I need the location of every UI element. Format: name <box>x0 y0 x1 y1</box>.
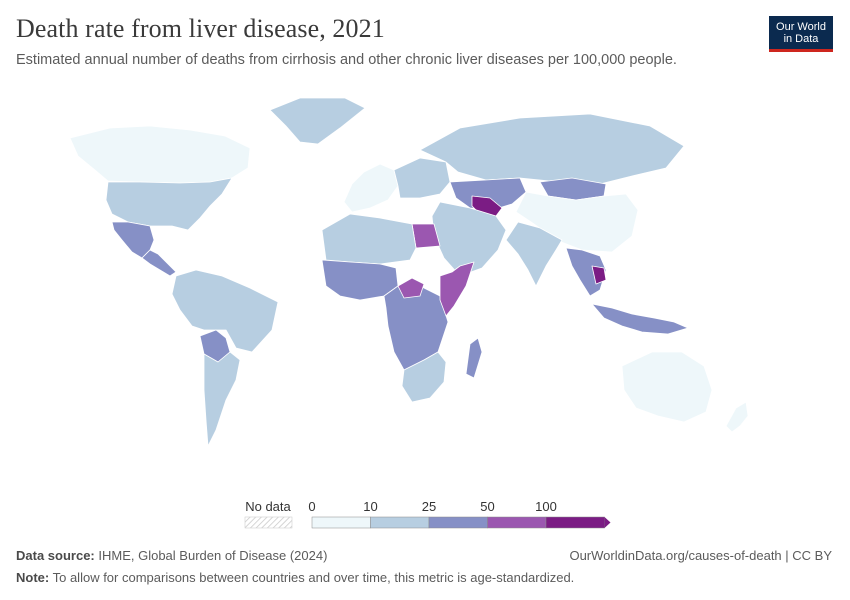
legend-bin-3[interactable] <box>487 516 547 529</box>
legend-arrow <box>604 517 611 528</box>
chart-title: Death rate from liver disease, 2021 <box>16 14 385 43</box>
region-south-america-north[interactable] <box>171 269 279 353</box>
region-south-america-south[interactable] <box>203 351 241 447</box>
legend-bin-0[interactable] <box>311 516 371 529</box>
legend-tick-4: 100 <box>535 499 557 514</box>
logo-line2: in Data <box>783 33 819 45</box>
region-western-europe[interactable] <box>343 163 399 213</box>
region-china[interactable] <box>515 191 639 253</box>
legend-bin-4[interactable] <box>545 516 605 529</box>
legend-no-data-swatch[interactable] <box>244 516 293 529</box>
note-text: To allow for comparisons between countri… <box>52 570 575 585</box>
region-eastern-europe[interactable] <box>393 157 451 199</box>
world-map <box>69 97 749 447</box>
region-greenland[interactable] <box>269 97 366 145</box>
region-somalia[interactable] <box>439 261 475 317</box>
region-southern-africa[interactable] <box>401 351 447 403</box>
region-indonesia[interactable] <box>591 303 689 335</box>
region-united-states[interactable] <box>105 177 233 231</box>
region-central-asia[interactable] <box>449 177 527 211</box>
region-india[interactable] <box>505 221 563 287</box>
region-cambodia[interactable] <box>591 265 607 285</box>
source-url[interactable]: OurWorldinData.org/causes-of-death | CC … <box>569 548 832 563</box>
legend-bin-2[interactable] <box>428 516 488 529</box>
region-madagascar[interactable] <box>465 337 483 379</box>
legend-tick-2: 25 <box>422 499 436 514</box>
map-legend: No data 0 10 25 50 100 <box>244 499 611 529</box>
note-label: Note: <box>16 570 50 585</box>
legend-bin-1[interactable] <box>370 516 430 529</box>
chart-subtitle: Estimated annual number of deaths from c… <box>16 52 677 68</box>
legend-tick-3: 50 <box>480 499 494 514</box>
legend-no-data-label: No data <box>245 499 291 514</box>
data-source-line: Data source: IHME, Global Burden of Dise… <box>16 548 327 563</box>
region-central-america[interactable] <box>141 249 177 277</box>
data-source-text[interactable]: IHME, Global Burden of Disease (2024) <box>98 548 328 563</box>
region-north-africa[interactable] <box>321 213 417 265</box>
note-line: Note: To allow for comparisons between c… <box>16 570 574 585</box>
region-australia[interactable] <box>621 351 713 423</box>
region-russia[interactable] <box>419 113 685 185</box>
owid-logo[interactable]: Our World in Data <box>769 16 833 52</box>
region-canada[interactable] <box>69 125 251 184</box>
region-new-zealand[interactable] <box>725 401 749 433</box>
legend-tick-0: 0 <box>308 499 315 514</box>
legend-tick-1: 10 <box>363 499 377 514</box>
data-source-label: Data source: <box>16 548 95 563</box>
logo-line1: Our World <box>776 21 826 33</box>
region-south-sudan[interactable] <box>397 277 425 299</box>
